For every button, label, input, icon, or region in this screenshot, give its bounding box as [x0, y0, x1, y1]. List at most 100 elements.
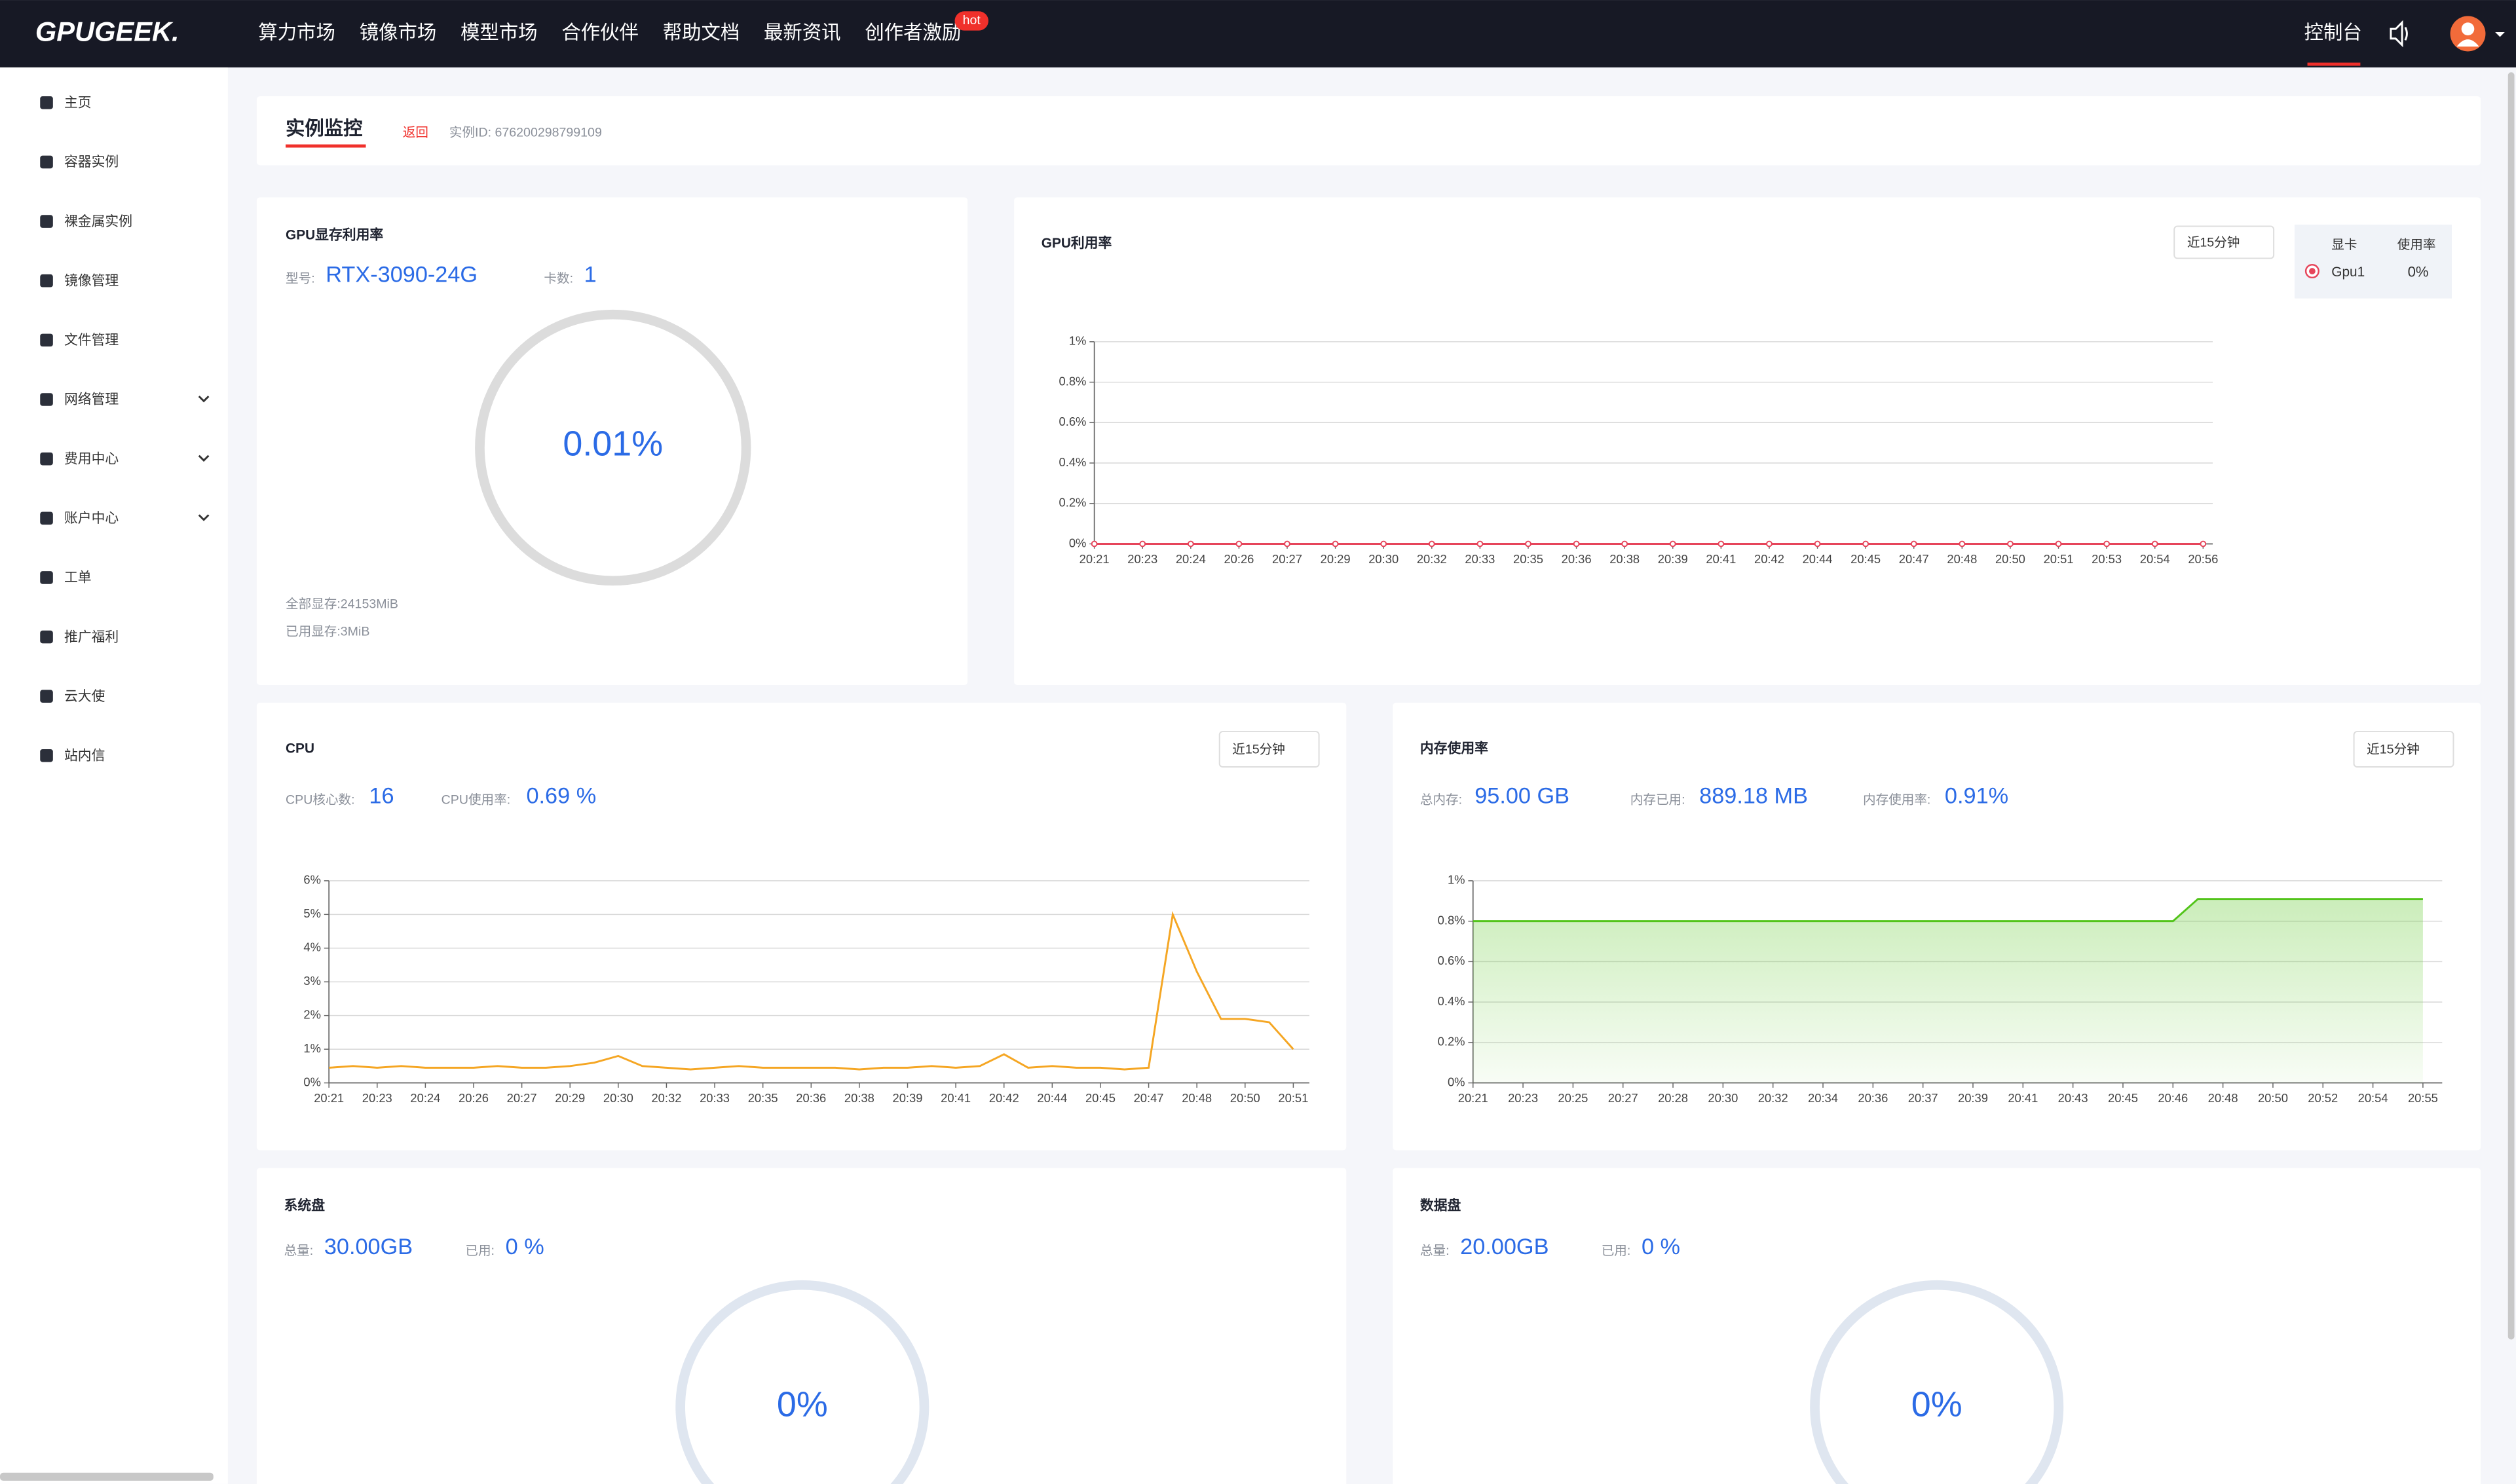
sidebar-item[interactable]: 费用中心 — [64, 451, 119, 466]
nav-item[interactable]: 帮助文档 — [663, 22, 740, 43]
point — [2151, 540, 2158, 547]
sidebar-icon — [40, 571, 53, 584]
sidebar-item[interactable]: 镜像管理 — [64, 273, 119, 288]
range-select-label[interactable]: 近15分钟 — [1232, 742, 1285, 756]
x-tick-label: 20:35 — [748, 1091, 778, 1105]
x-tick-label: 20:21 — [1080, 552, 1110, 566]
x-tick-label: 20:47 — [1134, 1091, 1164, 1105]
line — [329, 911, 1294, 1071]
x-tick-label: 20:46 — [2158, 1091, 2188, 1105]
gauge-value: 0% — [1911, 1385, 1962, 1424]
v-scrollbar[interactable] — [2507, 72, 2515, 1340]
nav-item[interactable]: 创作者激励 — [865, 22, 961, 43]
point — [1235, 540, 1243, 547]
legend-swatch — [2308, 268, 2316, 274]
range-select[interactable] — [1218, 731, 1320, 768]
header-card — [256, 96, 2481, 166]
hot-badge: hot — [963, 13, 981, 28]
card-title: GPU显存利用率 — [286, 227, 383, 243]
range-select[interactable] — [2173, 225, 2275, 259]
sidebar-item[interactable]: 账户中心 — [64, 511, 119, 526]
sidebar-item[interactable]: 主页 — [64, 96, 92, 111]
x-tick-label: 20:28 — [1658, 1091, 1688, 1105]
sidebar-item[interactable]: 云大使 — [64, 689, 105, 704]
x-tick-label: 20:50 — [2258, 1091, 2288, 1105]
avatar-head — [2461, 22, 2475, 35]
x-tick-label: 20:41 — [941, 1091, 971, 1105]
sidebar-chevron[interactable] — [198, 396, 210, 403]
sidebar-item[interactable]: 文件管理 — [64, 333, 119, 348]
sidebar-icon — [40, 452, 53, 466]
y-tick-label: 0.8% — [1059, 374, 1087, 388]
stat-label: 已用: — [465, 1244, 495, 1258]
x-tick-label: 20:30 — [1708, 1091, 1738, 1105]
sidebar-item[interactable]: 网络管理 — [64, 392, 119, 407]
logo[interactable]: GPUGEEK. — [35, 16, 179, 46]
avatar-caret[interactable] — [2495, 32, 2505, 37]
stat-label: 总量: — [284, 1244, 314, 1258]
x-tick-label: 20:38 — [844, 1091, 874, 1105]
instance-id: 实例ID: 676200298799109 — [449, 126, 602, 140]
y-tick-label: 1% — [1448, 873, 1465, 887]
stat-value: 95.00 GB — [1474, 784, 1569, 809]
sound-icon[interactable] — [2390, 20, 2408, 48]
x-tick-label: 20:29 — [555, 1091, 585, 1105]
stat-value: 0 % — [1642, 1234, 1680, 1259]
y-tick-label: 0.8% — [1438, 913, 1465, 927]
back-link[interactable]: 返回 — [403, 126, 428, 140]
sidebar-item[interactable]: 裸金属实例 — [64, 214, 132, 229]
x-tick-label: 20:23 — [1127, 552, 1157, 566]
x-tick-label: 20:43 — [2058, 1091, 2088, 1105]
y-tick-label: 0% — [303, 1075, 321, 1088]
x-tick-label: 20:26 — [1224, 552, 1254, 566]
x-tick-label: 20:32 — [1417, 552, 1447, 566]
sidebar-chevron[interactable] — [198, 514, 210, 521]
legend-label[interactable]: Gpu1 — [2331, 265, 2365, 280]
sidebar-chevron[interactable] — [198, 454, 210, 462]
sidebar-item[interactable]: 推广福利 — [64, 629, 119, 644]
point — [1187, 540, 1194, 547]
legend-value: 0% — [2408, 263, 2429, 280]
point — [2103, 540, 2111, 547]
x-tick-label: 20:51 — [2044, 552, 2074, 566]
x-tick-label: 20:44 — [1037, 1091, 1067, 1105]
point — [1910, 540, 1917, 547]
console-link[interactable]: 控制台 — [2304, 22, 2362, 43]
legend-box — [2294, 224, 2452, 299]
x-tick-label: 20:33 — [700, 1091, 730, 1105]
point — [2007, 540, 2014, 547]
point — [1139, 540, 1146, 547]
nav-item[interactable]: 最新资讯 — [764, 22, 841, 43]
gauge-ring — [475, 309, 751, 586]
y-tick-label: 1% — [1069, 334, 1087, 348]
h-scrollbar[interactable] — [0, 1472, 214, 1481]
x-tick-label: 20:29 — [1321, 552, 1351, 566]
x-tick-label: 20:53 — [2092, 552, 2122, 566]
nav-item[interactable]: 镜像市场 — [360, 22, 437, 43]
range-select-label[interactable]: 近15分钟 — [2367, 742, 2420, 756]
stat-label: 型号: — [286, 271, 315, 286]
card-title: 内存使用率 — [1420, 741, 1488, 756]
x-tick-label: 20:38 — [1609, 552, 1640, 566]
gauge-ring — [675, 1280, 929, 1484]
nav-item[interactable]: 模型市场 — [460, 22, 538, 43]
range-select[interactable] — [2353, 731, 2454, 768]
point — [1862, 540, 1869, 547]
sidebar-icon — [40, 215, 53, 228]
stat-value: 0.69 % — [526, 784, 596, 809]
sidebar-item[interactable]: 容器实例 — [64, 155, 119, 170]
title-underline — [286, 144, 366, 148]
range-select-label[interactable]: 近15分钟 — [2187, 235, 2240, 250]
nav-item[interactable]: 合作伙伴 — [561, 22, 639, 43]
point — [1621, 540, 1628, 547]
stat-value: 16 — [369, 784, 394, 809]
x-tick-label: 20:54 — [2358, 1091, 2388, 1105]
y-tick-label: 0.4% — [1059, 455, 1087, 469]
sidebar-item[interactable]: 工单 — [64, 570, 92, 585]
x-tick-label: 20:33 — [1465, 552, 1495, 566]
sidebar-item[interactable]: 站内信 — [64, 749, 105, 764]
page-title: 实例监控 — [286, 117, 363, 139]
x-tick-label: 20:23 — [1508, 1091, 1538, 1105]
x-tick-label: 20:54 — [2140, 552, 2170, 566]
nav-item[interactable]: 算力市场 — [258, 22, 335, 43]
